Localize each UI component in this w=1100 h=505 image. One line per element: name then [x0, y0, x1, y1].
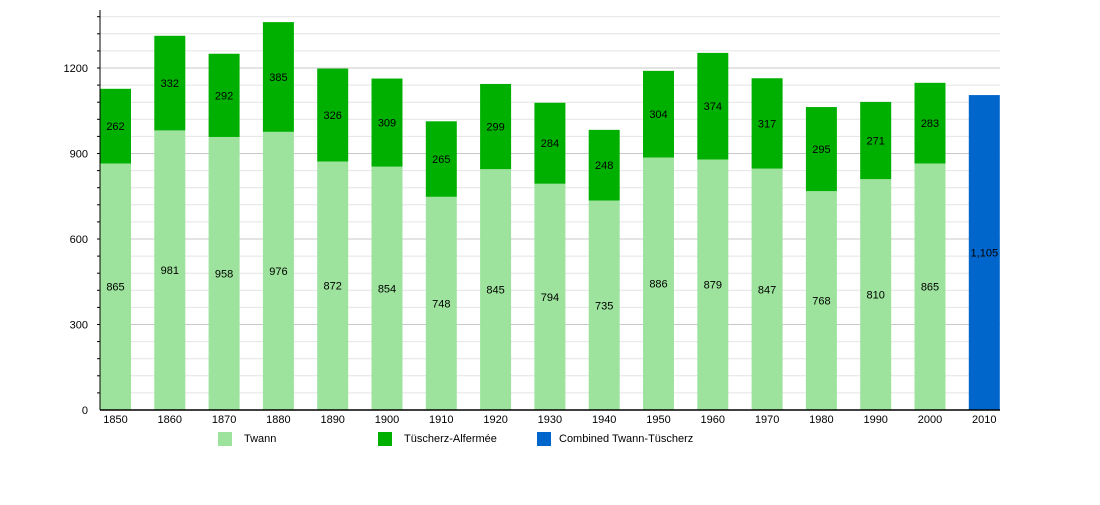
data-label: 248	[595, 160, 613, 172]
bar-t-scherz-alferm-e	[425, 121, 457, 197]
bar-twann	[371, 166, 403, 410]
bar-t-scherz-alferm-e	[371, 78, 403, 167]
legend-combined: Combined Twann-Tüscherz	[537, 432, 693, 446]
bar-combined-twann-t-scherz	[968, 95, 1000, 410]
bar-twann	[751, 168, 783, 410]
y-tick-label: 300	[70, 320, 88, 332]
data-label: 768	[812, 296, 830, 308]
legend-label: Combined Twann-Tüscherz	[559, 433, 694, 445]
legend-swatch	[218, 432, 232, 446]
bar-t-scherz-alferm-e	[697, 52, 729, 160]
data-label: 976	[269, 266, 287, 278]
y-tick-label: 600	[70, 234, 88, 246]
data-label: 299	[486, 122, 504, 134]
data-label: 854	[378, 283, 396, 295]
bar-t-scherz-alferm-e	[805, 107, 837, 192]
data-label: 1,105	[971, 248, 999, 260]
bar-twann	[262, 131, 294, 410]
bar-t-scherz-alferm-e	[480, 83, 512, 170]
data-label: 385	[269, 72, 287, 84]
data-label: 847	[758, 284, 776, 296]
bar-t-scherz-alferm-e	[208, 53, 240, 137]
x-tick-label: 1950	[646, 414, 670, 426]
x-tick-label: 1850	[103, 414, 127, 426]
data-label: 262	[106, 121, 124, 133]
data-label: 879	[704, 280, 722, 292]
x-tick-label: 2010	[972, 414, 996, 426]
bar-t-scherz-alferm-e	[534, 102, 566, 184]
data-label: 886	[649, 279, 667, 291]
x-tick-label: 1900	[375, 414, 399, 426]
data-label: 981	[161, 265, 179, 277]
data-label: 271	[867, 136, 885, 148]
x-tick-label: 1970	[755, 414, 779, 426]
bar-twann	[317, 161, 349, 410]
data-label: 794	[541, 292, 559, 304]
bar-t-scherz-alferm-e	[643, 70, 674, 158]
x-tick-label: 1870	[212, 414, 236, 426]
data-label: 374	[704, 101, 722, 113]
x-tick-label: 1980	[809, 414, 833, 426]
x-tick-label: 1990	[863, 414, 887, 426]
bar-twann	[697, 159, 729, 410]
x-tick-label: 1960	[701, 414, 725, 426]
bar-twann	[914, 163, 946, 410]
data-label: 748	[432, 298, 450, 310]
x-tick-label: 1930	[538, 414, 562, 426]
bar-t-scherz-alferm-e	[588, 129, 620, 201]
bar-twann	[643, 157, 674, 410]
y-tick-label: 900	[70, 149, 88, 161]
legend-twann: Twann	[218, 432, 276, 446]
data-label: 317	[758, 118, 776, 130]
data-label: 865	[106, 282, 124, 294]
bar-t-scherz-alferm-e	[860, 101, 892, 180]
x-tick-label: 1880	[266, 414, 290, 426]
legend-label: Twann	[244, 433, 277, 445]
data-label: 295	[812, 144, 830, 156]
bar-t-scherz-alferm-e	[914, 82, 946, 164]
legend-swatch	[537, 432, 551, 446]
data-label: 304	[649, 109, 667, 121]
data-label: 872	[324, 281, 342, 293]
data-label: 958	[215, 268, 233, 280]
y-tick-label: 0	[82, 405, 88, 417]
x-tick-label: 1860	[158, 414, 182, 426]
x-tick-label: 1890	[320, 414, 344, 426]
bar-twann	[154, 130, 186, 411]
bar-t-scherz-alferm-e	[751, 78, 783, 169]
bar-twann	[805, 191, 837, 410]
bar-twann	[534, 183, 566, 410]
data-label: 309	[378, 118, 396, 130]
bar-t-scherz-alferm-e	[154, 35, 186, 131]
y-tick-label: 1200	[64, 63, 88, 75]
legend-tuscherz: Tüscherz-Alfermée	[378, 432, 497, 446]
bar-t-scherz-alferm-e	[100, 88, 131, 164]
bar-twann	[860, 179, 892, 410]
data-label: 810	[867, 290, 885, 302]
legend-label: Tüscherz-Alfermée	[404, 433, 497, 445]
data-label: 265	[432, 154, 450, 166]
legend-swatch	[378, 432, 392, 446]
bar-twann	[480, 169, 512, 410]
data-label: 735	[595, 300, 613, 312]
bar-t-scherz-alferm-e	[262, 22, 294, 132]
x-tick-label: 2000	[918, 414, 942, 426]
data-label: 865	[921, 282, 939, 294]
data-label: 284	[541, 138, 559, 150]
data-label: 845	[486, 285, 504, 297]
x-tick-label: 1920	[483, 414, 507, 426]
bar-twann	[208, 136, 240, 410]
data-label: 283	[921, 118, 939, 130]
x-tick-label: 1910	[429, 414, 453, 426]
bar-twann	[425, 196, 457, 410]
x-tick-label: 1940	[592, 414, 616, 426]
data-label: 292	[215, 90, 233, 102]
bar-twann	[100, 163, 131, 410]
bar-t-scherz-alferm-e	[317, 68, 349, 162]
data-label: 326	[324, 110, 342, 122]
data-label: 332	[161, 78, 179, 90]
bar-twann	[588, 200, 620, 410]
